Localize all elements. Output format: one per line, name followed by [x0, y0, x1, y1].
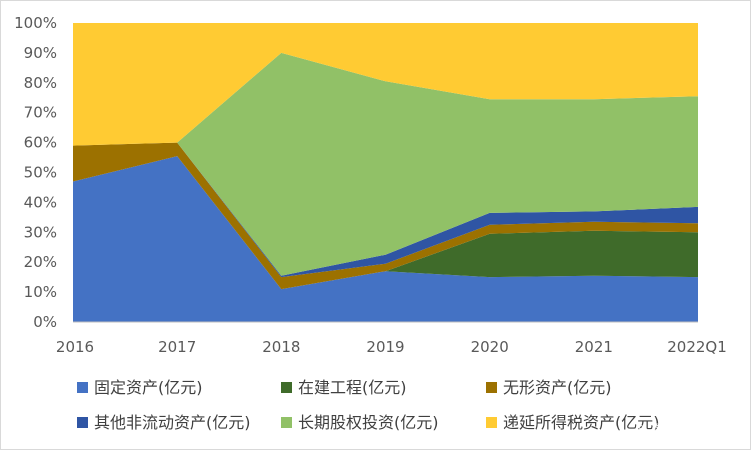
area-series-0 [73, 156, 698, 322]
area-series-5 [73, 23, 698, 146]
legend-label-5: 递延所得税资产(亿元) [503, 413, 660, 432]
x-tick-label: 2017 [158, 338, 196, 356]
legend-swatch-4 [281, 417, 292, 428]
y-tick-label: 30% [24, 223, 57, 241]
legend: 固定资产(亿元) 在建工程(亿元) 无形资产(亿元) 其他非流动资产(亿元) 长期股权投… [77, 378, 660, 432]
legend-label-2: 无形资产(亿元) [503, 378, 612, 397]
y-tick-label: 60% [24, 134, 57, 152]
area-series-4 [73, 52, 698, 276]
x-tick-label: 2020 [471, 338, 509, 356]
y-tick-labels: 0% 10% 20% 30% 40% 50% 60% 70% 80% 90% 100% [14, 14, 57, 331]
x-tick-label: 2019 [366, 338, 404, 356]
legend-swatch-5 [486, 417, 497, 428]
area-layer [73, 23, 698, 322]
x-tick-label: 2018 [262, 338, 300, 356]
legend-label-3: 其他非流动资产(亿元) [94, 413, 251, 432]
y-tick-label: 40% [24, 193, 57, 211]
y-tick-label: 90% [24, 44, 57, 62]
y-tick-label: 70% [24, 104, 57, 122]
legend-swatch-1 [281, 382, 292, 393]
legend-swatch-2 [486, 382, 497, 393]
area-series-1 [73, 156, 698, 290]
y-tick-label: 80% [24, 74, 57, 92]
x-tick-labels: 2016 2017 2018 2019 2020 2021 2022Q1 [56, 338, 727, 356]
y-tick-label: 100% [14, 14, 57, 32]
y-tick-label: 20% [24, 253, 57, 271]
x-tick-label: 2022Q1 [667, 338, 727, 356]
legend-label-1: 在建工程(亿元) [298, 378, 407, 397]
legend-label-4: 长期股权投资(亿元) [298, 413, 439, 432]
y-tick-label: 10% [24, 283, 57, 301]
legend-label-0: 固定资产(亿元) [94, 378, 203, 397]
watermark: 头条号 / 享迎 [636, 422, 726, 440]
x-tick-label: 2021 [575, 338, 613, 356]
y-tick-label: 0% [33, 313, 57, 331]
legend-swatch-3 [77, 417, 88, 428]
y-tick-label: 50% [24, 164, 57, 182]
x-tick-label: 2016 [56, 338, 94, 356]
area-series-2 [73, 142, 698, 290]
legend-swatch-0 [77, 382, 88, 393]
